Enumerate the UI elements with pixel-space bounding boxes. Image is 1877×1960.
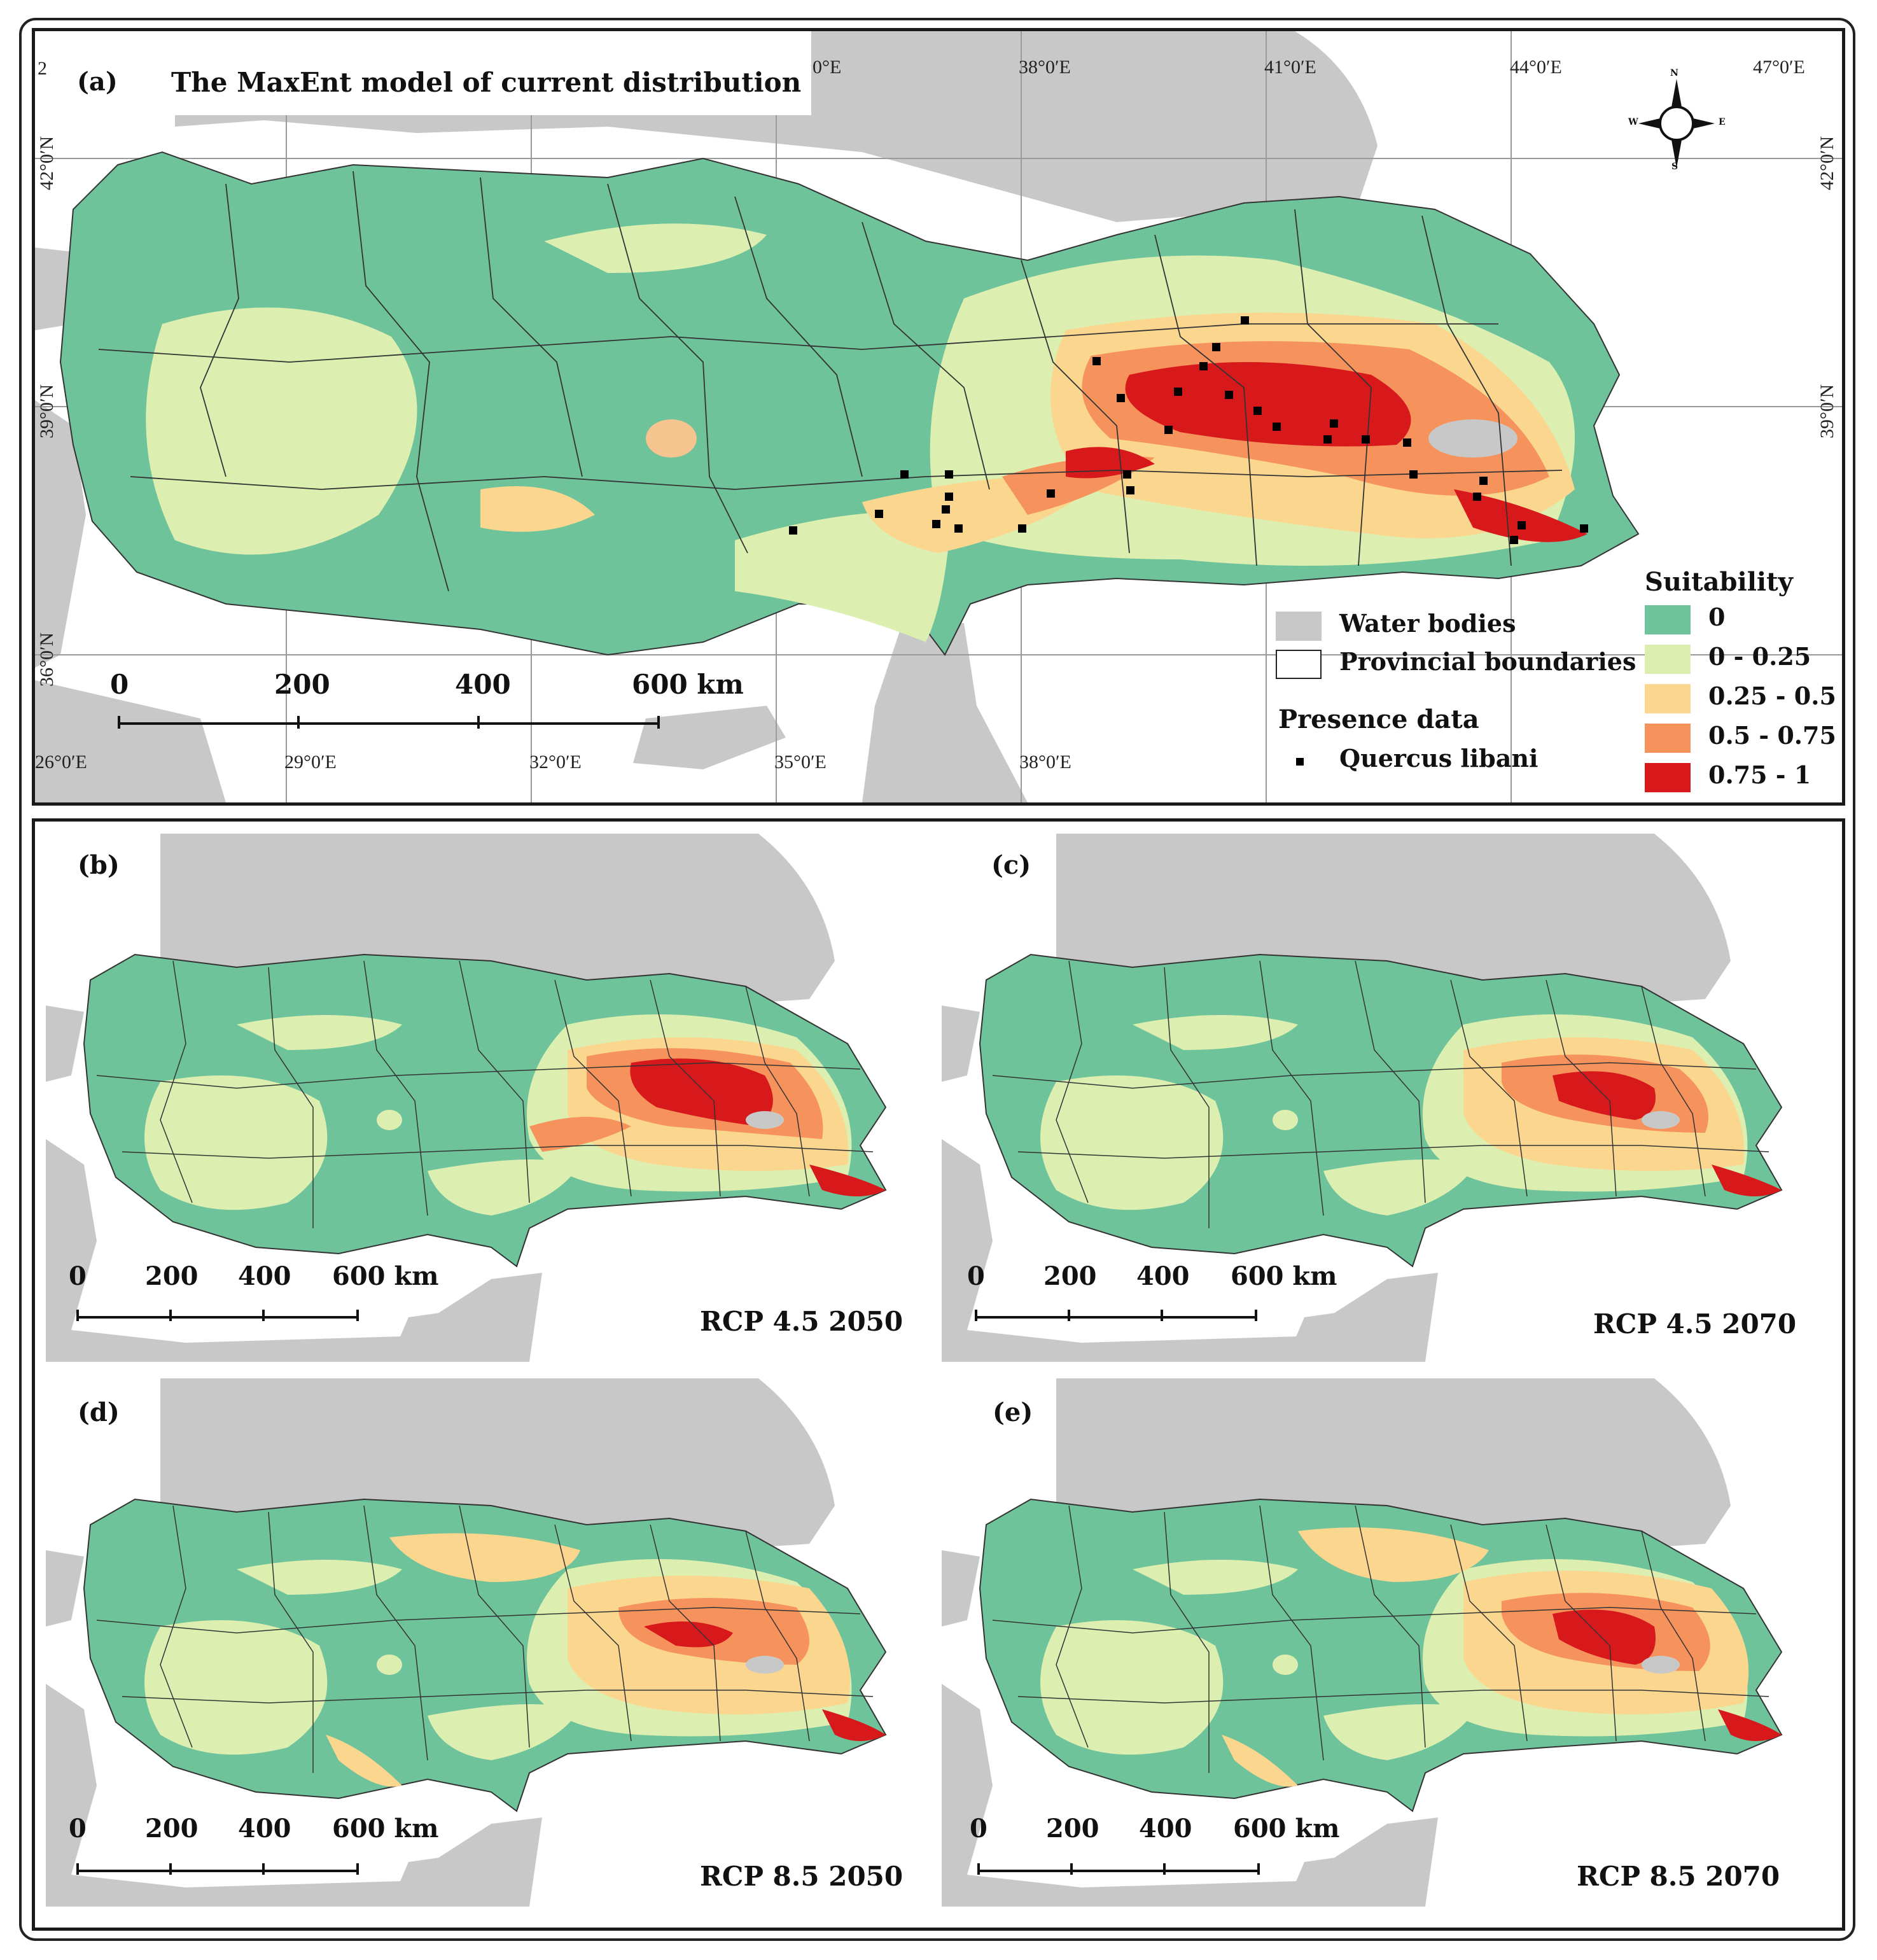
scale-label: 600 km	[1233, 1814, 1340, 1844]
figure-frame	[19, 18, 1855, 1941]
panel-c-letter: (c)	[991, 850, 1031, 880]
suit-low-a4	[735, 512, 951, 642]
panel-d-scenario: RCP 8.5 2050	[700, 1861, 904, 1892]
lon-top-label: 47°0′E	[1753, 57, 1805, 78]
lat-left-label: 36°0′N	[36, 632, 57, 687]
scale-label: 200	[1043, 1261, 1097, 1291]
scale-label: 600 km	[332, 1814, 439, 1844]
legend-class-label: 0	[1708, 603, 1726, 631]
lat-left-label: 42°0′N	[36, 136, 57, 190]
scale-label: 400	[1139, 1814, 1192, 1844]
scale-bar-e	[977, 1863, 1260, 1875]
legend-water-swatch	[1276, 612, 1322, 641]
panel-a-current-distribution: (a) The MaxEnt model of current distribu…	[32, 28, 1845, 806]
suit-low-a1	[146, 307, 417, 555]
legend-presence-label: Quercus libani	[1339, 744, 1539, 773]
panel-a-title: The MaxEnt model of current distribution	[171, 67, 802, 98]
aegean-land-grey	[35, 400, 86, 668]
scale-label: 0	[110, 669, 129, 700]
legend-presence-title: Presence data	[1278, 704, 1479, 734]
presence-points	[789, 316, 1588, 544]
suit-mid-a3	[480, 486, 595, 532]
scale-label: 200	[145, 1814, 199, 1844]
panel-e-scenario: RCP 8.5 2070	[1577, 1861, 1780, 1892]
sw-grey	[35, 680, 226, 802]
lon-bottom-label: 32°0′E	[529, 752, 582, 773]
legend-class-swatch	[1645, 684, 1691, 713]
legend-boundary-label: Provincial boundaries	[1339, 647, 1636, 676]
panel-c: (c) RCP 4.5 2070 0 200 400 600 km	[942, 834, 1826, 1366]
scale-bar-d	[76, 1863, 359, 1875]
lake-van-a	[1428, 419, 1518, 458]
lon-bottom-label: 35°0′E	[774, 752, 827, 773]
legend-class-label: 0.25 - 0.5	[1708, 682, 1836, 710]
legend-boundary-swatch	[1276, 650, 1322, 679]
scale-label: 600 km	[1231, 1261, 1337, 1291]
cyprus-grey	[633, 706, 786, 769]
legend-class-label: 0.75 - 1	[1708, 760, 1811, 789]
scale-label: 0	[69, 1814, 87, 1844]
panel-a-letter: (a)	[77, 67, 118, 97]
scale-label: 0	[69, 1261, 87, 1291]
legend-water-label: Water bodies	[1339, 609, 1516, 638]
scale-label: 200	[274, 669, 330, 700]
panel-e-map	[942, 1378, 1782, 1907]
lat-right-label: 39°0′N	[1817, 384, 1838, 438]
corner-number: 2	[38, 58, 47, 79]
compass-s: S	[1671, 162, 1678, 172]
scale-label: 0	[970, 1814, 987, 1844]
lat-left-label: 39°0′N	[36, 384, 57, 438]
panel-b-map	[46, 834, 886, 1362]
panel-c-map	[942, 834, 1782, 1362]
panel-d-letter: (d)	[78, 1397, 120, 1427]
legend-class-swatch	[1645, 605, 1691, 634]
compass-n: N	[1670, 68, 1678, 78]
compass-w: W	[1628, 117, 1638, 127]
syria-grey	[862, 623, 1028, 802]
suit-low-a2	[544, 223, 767, 273]
scale-label: 0	[967, 1261, 985, 1291]
panel-a-map	[35, 31, 1842, 802]
lon-top-label: 44°0′E	[1510, 57, 1562, 78]
panel-c-scenario: RCP 4.5 2070	[1593, 1308, 1797, 1340]
legend-class-swatch	[1645, 645, 1691, 674]
panel-b: (b) RCP 4.5 2050 0 200 400 600 km	[46, 834, 930, 1366]
compass-icon	[1638, 79, 1715, 168]
legend-suitability-title: Suitability	[1645, 567, 1793, 597]
compass-e: E	[1719, 117, 1726, 127]
lake-tuz-a	[646, 419, 697, 458]
lon-bottom-label: 38°0′E	[1019, 752, 1071, 773]
provincial-boundaries-a	[98, 171, 1563, 592]
lon-bottom-label: 26°0′E	[35, 752, 87, 773]
panel-d-map	[46, 1378, 886, 1907]
scale-label: 600 km	[332, 1261, 439, 1291]
scale-label: 600 km	[632, 669, 744, 700]
scale-label: 400	[238, 1261, 291, 1291]
scale-label: 200	[1046, 1814, 1099, 1844]
panel-e-letter: (e)	[993, 1397, 1033, 1427]
panel-b-letter: (b)	[78, 850, 120, 880]
lon-bottom-label: 29°0′E	[284, 752, 337, 773]
legend-presence-marker	[1296, 758, 1304, 766]
lon-top-label: 0°E	[813, 57, 842, 78]
scale-bar-b	[76, 1310, 359, 1321]
suit-vhigh-a1	[1125, 362, 1411, 447]
scale-label: 200	[145, 1261, 199, 1291]
scale-label: 400	[455, 669, 511, 700]
lon-top-label: 38°0′E	[1019, 57, 1071, 78]
scale-label: 400	[1136, 1261, 1190, 1291]
legend-class-swatch	[1645, 763, 1691, 792]
scale-label: 400	[238, 1814, 291, 1844]
legend-class-label: 0.5 - 0.75	[1708, 721, 1836, 750]
panel-d: (d) RCP 8.5 2050 0 200 400 600 km	[46, 1378, 930, 1917]
panel-b-scenario: RCP 4.5 2050	[700, 1306, 904, 1337]
panel-a-title-box	[35, 31, 811, 115]
legend-class-label: 0 - 0.25	[1708, 642, 1811, 671]
scale-bar-c	[975, 1310, 1257, 1321]
legend-class-swatch	[1645, 724, 1691, 753]
lon-top-label: 41°0′E	[1264, 57, 1316, 78]
suit-vhigh-a2	[1454, 489, 1587, 542]
lat-right-label: 42°0′N	[1817, 136, 1838, 190]
panel-e: (e) RCP 8.5 2070 0 200 400 600 km	[942, 1378, 1826, 1917]
